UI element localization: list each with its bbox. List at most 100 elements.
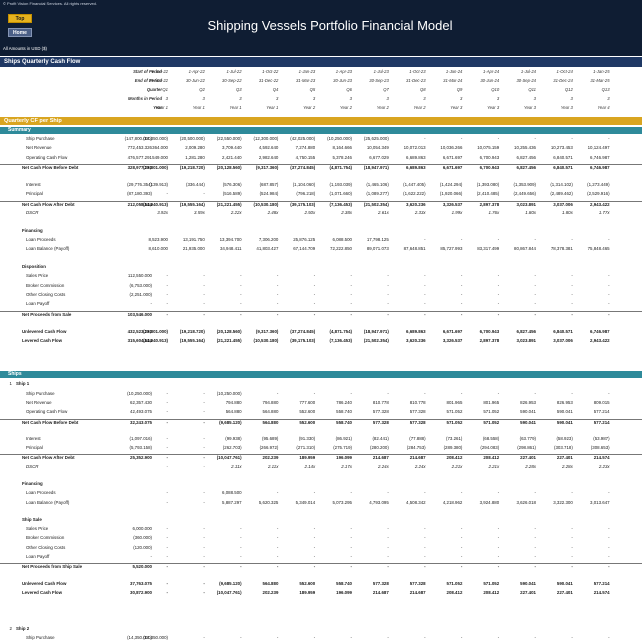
row-label: Ship Sale (22, 517, 42, 523)
row-value: 2.24x (378, 463, 389, 469)
row-value: (303.718) (554, 445, 573, 451)
period-header-cell: Year 3 (487, 105, 500, 110)
row-value: - (203, 553, 205, 559)
row-value: - (497, 391, 500, 396)
row-value: - (608, 526, 610, 532)
period-header-cell: 3 (607, 96, 610, 101)
row-value: - (203, 445, 205, 451)
period-header-cell: Q12 (564, 87, 573, 92)
table-row: Loan Balance (Payoff) - - 5,887.297 5,620.32… (0, 500, 642, 508)
row-value: (20,128.560) (216, 165, 242, 171)
ship-title-row: 1 Ship 1 (0, 381, 642, 389)
row-value: 577.328 (409, 580, 426, 586)
row-label: Broker Commission (26, 282, 65, 288)
home-button[interactable]: Home (8, 28, 32, 37)
row-value: 2,009.280 (185, 145, 205, 151)
row-value: 1.80x (525, 209, 536, 215)
row-value: - (534, 311, 536, 317)
row-value: 6,827.456 (516, 328, 536, 334)
row-value: (21,221.455) (216, 337, 242, 343)
row-value: 794.880 (262, 400, 279, 406)
row-value: 2,982.640 (258, 154, 279, 160)
row-value: (284.753) (406, 445, 426, 451)
row-value: 6,840.571 (553, 165, 573, 171)
row-value: - (497, 635, 500, 640)
row-value: - (203, 455, 205, 461)
period-header-cell: Q6 (346, 87, 352, 92)
row-total: (120.000) (133, 544, 152, 550)
row-value: 72,222.850 (330, 246, 352, 252)
row-label: Operating Cash Flow (26, 409, 68, 415)
row-value: - (240, 564, 242, 570)
row-label: Other Closing Costs (26, 544, 66, 550)
row-value: 2,421.440 (222, 154, 242, 160)
row-value: (13,940.913) (143, 201, 168, 207)
row-value: - (460, 236, 463, 242)
page-title: Shipping Vessels Portfolio Financial Mod… (207, 18, 453, 33)
row-value: - (166, 499, 168, 505)
row-value: - (534, 273, 536, 279)
table-row: Unlevered Cash Flow 432,523.291 (13,801.00… (0, 329, 642, 337)
row-value: - (387, 311, 389, 317)
row-value: - (166, 463, 168, 469)
row-value: - (424, 273, 426, 279)
period-header-cell: 1-Jul-23 (373, 69, 389, 74)
row-total: (2,251.000) (129, 292, 152, 298)
row-value: - (608, 544, 610, 550)
row-value: - (166, 301, 168, 307)
row-value: - (166, 553, 168, 559)
row-value: (39,175.103) (290, 337, 316, 343)
row-total: 5,520.000 (132, 564, 152, 570)
row-value: - (166, 455, 168, 461)
period-header-cell: 1-Oct-23 (409, 69, 426, 74)
table-row: Levered Cash Flow 30,872.900 - - (10,047.761… (0, 590, 642, 598)
table-row: Levered Cash Flow 315,604.544 (13,940.913)… (0, 338, 642, 346)
row-total: (10,250.000) (127, 391, 152, 396)
row-value: 571.052 (483, 409, 500, 415)
row-value: (7,136.453) (329, 337, 352, 343)
table-row: Loan Proceeds - - 6,088.500 - - - - - - - - - - (0, 490, 642, 498)
row-label: Loan Proceeds (26, 490, 56, 496)
row-value: - (571, 292, 573, 298)
row-value: - (203, 635, 205, 640)
table-row: Ship Purchase (147,800.000) (14,350.000) (2… (0, 136, 642, 144)
row-label: Levered Cash Flow (22, 589, 63, 595)
ship-title-row: 2 Ship 2 (0, 626, 642, 634)
row-value: 2.11x (267, 463, 279, 469)
row-value: 208.412 (446, 455, 463, 461)
top-button[interactable]: Top (8, 14, 32, 23)
row-value: - (460, 526, 463, 532)
row-value: 364.000 (152, 145, 168, 151)
row-value: (22,550.000) (216, 136, 242, 141)
row-value: 549.000 (152, 154, 168, 160)
row-value: 564.880 (225, 409, 242, 415)
row-value: 2.38x (341, 209, 352, 215)
row-value: 2.21x (488, 463, 500, 469)
row-total: 772,453.326 (127, 145, 152, 151)
row-value: 571.052 (446, 580, 463, 586)
row-value: (294.083) (480, 445, 500, 451)
row-value: - (497, 544, 500, 550)
row-value: 10,036.266 (440, 145, 463, 151)
row-value: (21,221.455) (216, 201, 242, 207)
row-value: 3.59x (194, 209, 205, 215)
row-label: Net Revenue (26, 400, 52, 406)
period-header-cell: Q5 (309, 87, 316, 92)
row-value: 7,274.880 (295, 145, 316, 151)
row-value: - (497, 236, 500, 242)
row-value: - (534, 490, 536, 496)
row-value: - (313, 273, 316, 279)
row-total: (87,180.393) (127, 191, 152, 197)
period-header-cell: 3 (349, 96, 352, 101)
row-value: 6,088.500 (332, 236, 352, 242)
row-value: (1,920.066) (439, 191, 463, 197)
row-label: Unlevered Cash Flow (22, 580, 67, 586)
row-value: (1,393.080) (476, 181, 500, 187)
row-value: 78,378.381 (550, 246, 573, 252)
row-value: - (460, 635, 463, 640)
row-value: 577.328 (372, 580, 389, 586)
table-row: Loan Balance (Payoff) 8,610.000 21,935.000… (0, 246, 642, 254)
row-value: - (534, 526, 536, 532)
table-row: Broker Commission (360.000) - - - - - - - - - - - - - (0, 535, 642, 543)
row-value: - (497, 282, 500, 288)
